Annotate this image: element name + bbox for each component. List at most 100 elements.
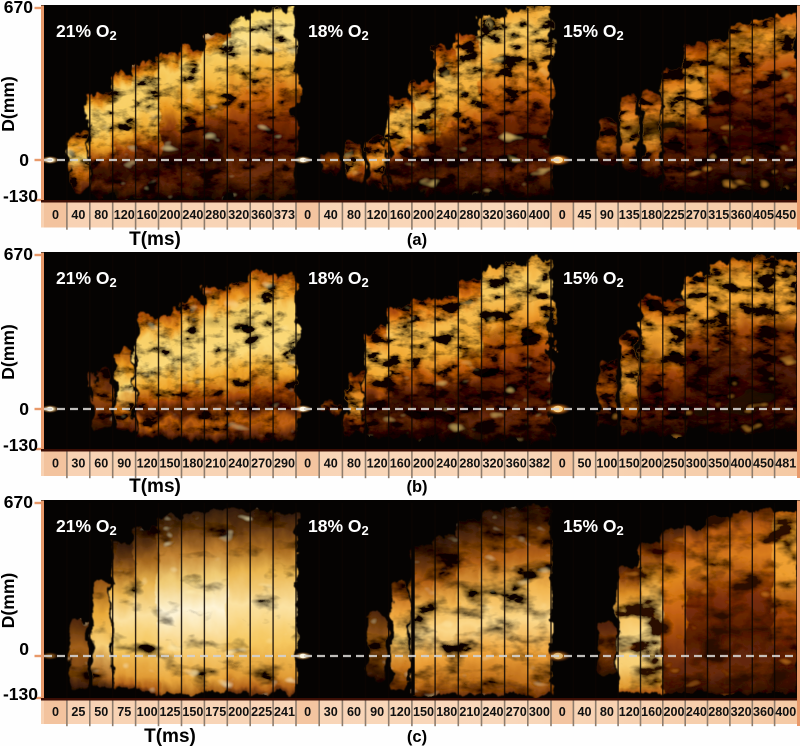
svg-text:0: 0 xyxy=(304,705,311,719)
svg-text:360: 360 xyxy=(753,705,774,719)
svg-text:135: 135 xyxy=(619,208,640,222)
svg-text:30: 30 xyxy=(324,705,338,719)
svg-text:0: 0 xyxy=(52,208,59,222)
svg-text:670: 670 xyxy=(4,492,33,512)
svg-text:D(mm): D(mm) xyxy=(0,324,18,379)
svg-text:210: 210 xyxy=(459,705,480,719)
svg-text:200: 200 xyxy=(159,208,180,222)
svg-text:D(mm): D(mm) xyxy=(0,573,18,628)
svg-text:280: 280 xyxy=(459,457,480,471)
svg-text:180: 180 xyxy=(436,705,457,719)
svg-text:315: 315 xyxy=(708,208,729,222)
svg-text:90: 90 xyxy=(370,705,384,719)
svg-text:200: 200 xyxy=(413,457,434,471)
svg-text:75: 75 xyxy=(117,705,131,719)
svg-text:382: 382 xyxy=(529,457,550,471)
svg-text:373: 373 xyxy=(274,208,295,222)
svg-text:50: 50 xyxy=(577,457,591,471)
svg-text:90: 90 xyxy=(600,208,614,222)
svg-text:15% O2: 15% O2 xyxy=(563,21,624,43)
svg-text:240: 240 xyxy=(482,705,503,719)
svg-text:670: 670 xyxy=(4,0,33,17)
svg-text:80: 80 xyxy=(94,208,108,222)
svg-text:150: 150 xyxy=(413,705,434,719)
svg-text:18% O2: 18% O2 xyxy=(308,268,369,290)
svg-text:0: 0 xyxy=(52,705,59,719)
svg-text:-130: -130 xyxy=(3,435,38,455)
svg-text:120: 120 xyxy=(114,208,135,222)
svg-text:90: 90 xyxy=(117,457,131,471)
svg-text:240: 240 xyxy=(436,457,457,471)
svg-text:120: 120 xyxy=(367,208,388,222)
svg-text:0: 0 xyxy=(304,457,311,471)
svg-text:360: 360 xyxy=(506,457,527,471)
svg-text:21% O2: 21% O2 xyxy=(56,268,117,290)
svg-text:200: 200 xyxy=(663,705,684,719)
svg-text:290: 290 xyxy=(274,457,295,471)
svg-text:300: 300 xyxy=(686,457,707,471)
svg-text:40: 40 xyxy=(324,208,338,222)
svg-text:(b): (b) xyxy=(406,478,427,496)
svg-text:320: 320 xyxy=(482,457,503,471)
svg-text:T(ms): T(ms) xyxy=(129,476,181,497)
svg-text:225: 225 xyxy=(251,705,272,719)
svg-text:-130: -130 xyxy=(3,684,38,704)
svg-text:15% O2: 15% O2 xyxy=(563,268,624,290)
svg-text:160: 160 xyxy=(390,457,411,471)
svg-text:25: 25 xyxy=(71,705,85,719)
svg-text:200: 200 xyxy=(413,208,434,222)
svg-text:270: 270 xyxy=(251,457,272,471)
svg-text:240: 240 xyxy=(228,457,249,471)
svg-text:175: 175 xyxy=(205,705,226,719)
svg-text:241: 241 xyxy=(274,705,295,719)
svg-text:T(ms): T(ms) xyxy=(144,726,196,746)
svg-text:40: 40 xyxy=(577,705,591,719)
svg-text:0: 0 xyxy=(304,208,311,222)
svg-text:450: 450 xyxy=(753,457,774,471)
svg-text:0: 0 xyxy=(52,457,59,471)
svg-text:250: 250 xyxy=(663,457,684,471)
svg-text:(a): (a) xyxy=(407,231,427,249)
svg-text:100: 100 xyxy=(596,457,617,471)
svg-text:T(ms): T(ms) xyxy=(129,229,181,250)
svg-text:320: 320 xyxy=(482,208,503,222)
svg-text:481: 481 xyxy=(775,457,796,471)
svg-text:360: 360 xyxy=(731,208,752,222)
svg-text:450: 450 xyxy=(775,208,796,222)
svg-text:280: 280 xyxy=(708,705,729,719)
svg-text:21% O2: 21% O2 xyxy=(56,516,117,538)
svg-text:150: 150 xyxy=(619,457,640,471)
svg-text:120: 120 xyxy=(367,457,388,471)
svg-text:120: 120 xyxy=(619,705,640,719)
svg-text:400: 400 xyxy=(775,705,796,719)
svg-text:200: 200 xyxy=(641,457,662,471)
svg-text:60: 60 xyxy=(347,705,361,719)
svg-text:180: 180 xyxy=(641,208,662,222)
svg-text:400: 400 xyxy=(731,457,752,471)
svg-text:80: 80 xyxy=(347,457,361,471)
svg-text:150: 150 xyxy=(182,705,203,719)
svg-text:40: 40 xyxy=(71,208,85,222)
svg-text:160: 160 xyxy=(137,208,158,222)
svg-text:125: 125 xyxy=(159,705,180,719)
svg-text:270: 270 xyxy=(506,705,527,719)
svg-text:45: 45 xyxy=(577,208,591,222)
svg-text:360: 360 xyxy=(251,208,272,222)
svg-text:50: 50 xyxy=(94,705,108,719)
svg-text:0: 0 xyxy=(559,457,566,471)
svg-text:280: 280 xyxy=(205,208,226,222)
svg-text:360: 360 xyxy=(506,208,527,222)
svg-text:160: 160 xyxy=(390,208,411,222)
svg-text:80: 80 xyxy=(347,208,361,222)
svg-text:200: 200 xyxy=(228,705,249,719)
svg-text:225: 225 xyxy=(663,208,684,222)
svg-text:160: 160 xyxy=(641,705,662,719)
svg-text:120: 120 xyxy=(390,705,411,719)
svg-text:18% O2: 18% O2 xyxy=(308,516,369,538)
svg-text:240: 240 xyxy=(182,208,203,222)
svg-text:(c): (c) xyxy=(407,728,427,746)
svg-text:15% O2: 15% O2 xyxy=(563,516,624,538)
svg-text:-130: -130 xyxy=(3,186,38,206)
svg-text:40: 40 xyxy=(324,457,338,471)
svg-text:60: 60 xyxy=(94,457,108,471)
